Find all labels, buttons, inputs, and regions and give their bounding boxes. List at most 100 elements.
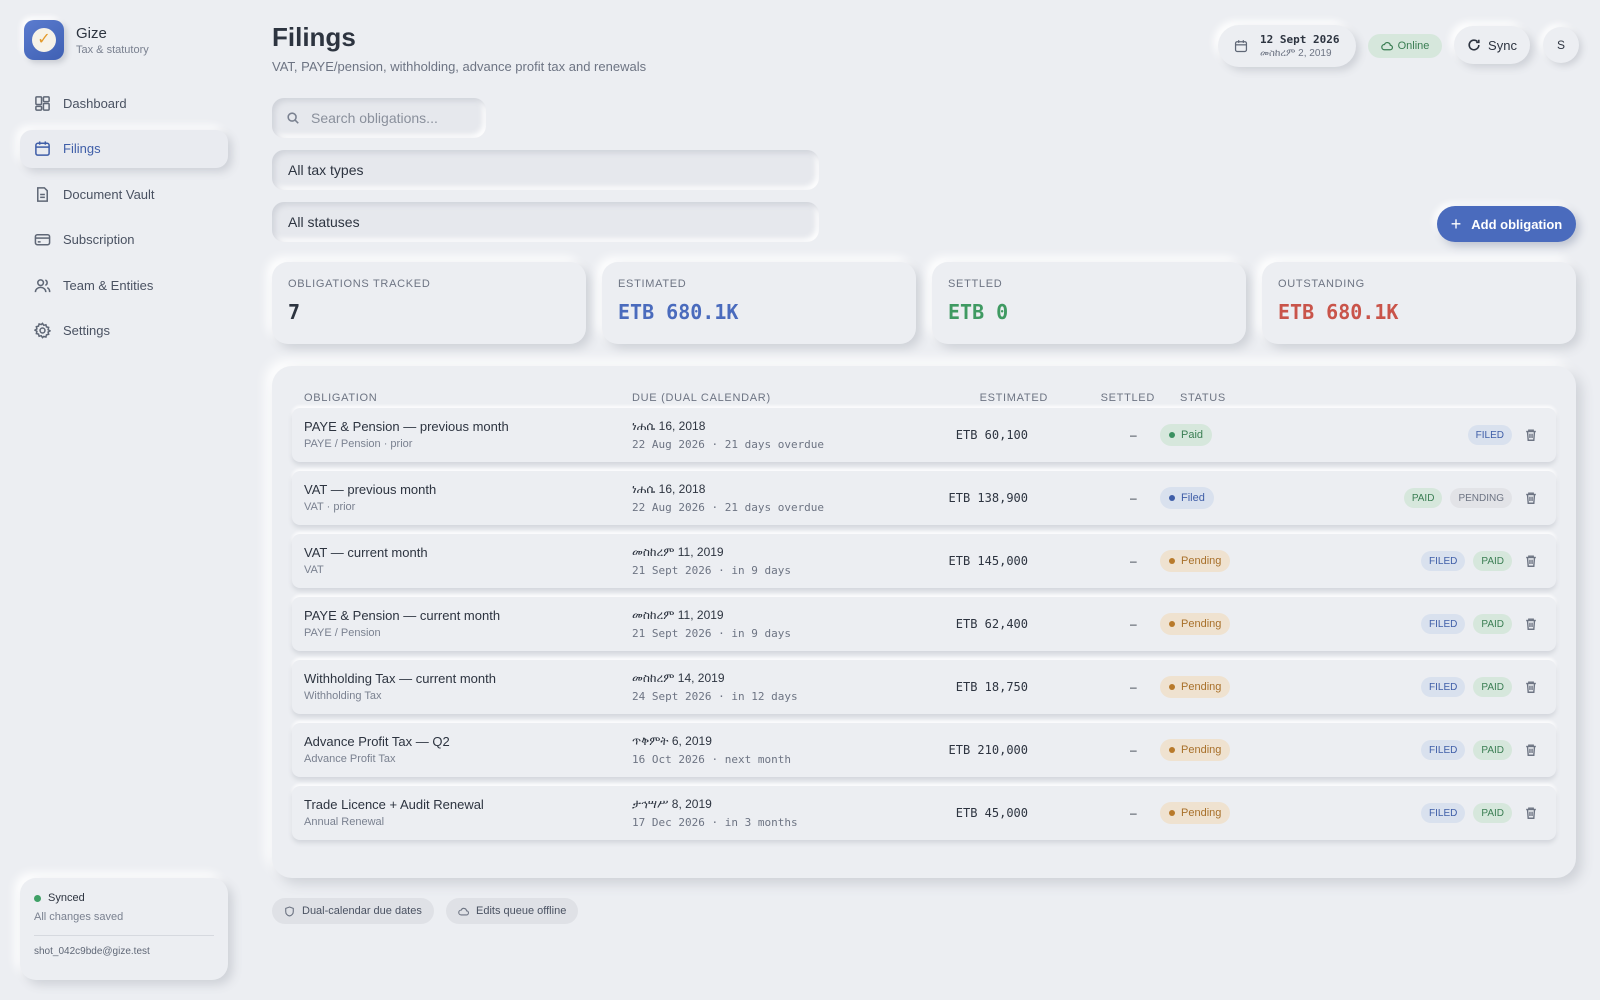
trash-icon[interactable] (1524, 428, 1538, 442)
search-box[interactable] (272, 98, 486, 138)
sync-button[interactable]: Sync (1454, 26, 1530, 64)
mark-filed-button[interactable]: FILED (1421, 803, 1466, 823)
status-select[interactable]: All statuses (272, 202, 819, 242)
stat-value: ETB 680.1K (618, 300, 739, 324)
row-actions: FILED PAID (1413, 677, 1538, 697)
status-label: Pending (1181, 555, 1222, 567)
online-status-badge: Online (1368, 34, 1442, 58)
calendar-icon (35, 141, 50, 156)
due-date-gregorian: 17 Dec 2026 · in 3 months (632, 816, 798, 829)
trash-icon[interactable] (1524, 680, 1538, 694)
mark-filed-button[interactable]: FILED (1421, 551, 1466, 571)
gear-icon (34, 322, 51, 339)
brand[interactable]: ✓ Gize Tax & statutory (24, 20, 149, 60)
obligation-title: Advance Profit Tax — Q2 (304, 734, 450, 749)
sidebar-item-settings[interactable]: Settings (20, 312, 228, 350)
logo: ✓ (24, 20, 64, 60)
status-cell: Pending (1160, 676, 1231, 698)
trash-icon[interactable] (1524, 806, 1538, 820)
mark-filed-button[interactable]: FILED (1421, 740, 1466, 760)
obligations-table: OBLIGATION DUE (DUAL CALENDAR) ESTIMATED… (272, 366, 1576, 878)
tax-type-select[interactable]: All tax types (272, 150, 819, 190)
mark-paid-button[interactable]: PAID (1473, 740, 1512, 760)
table-row[interactable]: VAT — previous month VAT · prior ነሐሴ 16, 2… (292, 471, 1556, 525)
obligation-type: PAYE / Pension · prior (304, 438, 413, 450)
due-date-ethiopian: መስከረም 14, 2019 (632, 671, 725, 685)
stat-value: 7 (288, 300, 301, 324)
trash-icon[interactable] (1524, 743, 1538, 757)
refresh-icon (1468, 39, 1480, 51)
table-row[interactable]: Withholding Tax — current month Withholdi… (292, 660, 1556, 714)
status-label: Pending (1181, 618, 1222, 630)
sync-button-label: Sync (1488, 37, 1517, 53)
status-badge: Filed (1160, 487, 1214, 509)
mark-filed-button[interactable]: FILED (1421, 677, 1466, 697)
table-row[interactable]: PAYE & Pension — previous month PAYE / Pe… (292, 408, 1556, 462)
sidebar-item-filings[interactable]: Filings (20, 129, 228, 168)
obligation-cell: Trade Licence + Audit Renewal Annual Rene… (304, 797, 624, 828)
stat-card-outstanding: OUTSTANDING ETB 680.1K (1262, 262, 1576, 344)
mark-paid-button[interactable]: PAID (1473, 803, 1512, 823)
obligation-cell: VAT — current month VAT (304, 545, 624, 576)
mark-paid-button[interactable]: PAID (1473, 551, 1512, 571)
sidebar-item-team-entities[interactable]: Team & Entities (20, 266, 228, 304)
table-row[interactable]: PAYE & Pension — current month PAYE / Pen… (292, 597, 1556, 651)
sidebar-item-label: Subscription (63, 232, 135, 247)
due-date-ethiopian: ነሐሴ 16, 2018 (632, 482, 706, 496)
stat-value: ETB 0 (948, 300, 1009, 324)
table-row[interactable]: Trade Licence + Audit Renewal Annual Rene… (292, 786, 1556, 840)
due-date-gregorian: 21 Sept 2026 · in 9 days (632, 627, 791, 640)
status-badge: Pending (1160, 550, 1231, 572)
due-date-gregorian: 22 Aug 2026 · 21 days overdue (632, 501, 825, 514)
mark-pending-button[interactable]: PENDING (1450, 488, 1512, 508)
stat-value: ETB 680.1K (1278, 300, 1399, 324)
obligation-title: Trade Licence + Audit Renewal (304, 797, 484, 812)
estimated-amount: ETB 210,000 (948, 743, 1028, 757)
obligation-type: Withholding Tax (304, 690, 382, 702)
table-row[interactable]: VAT — current month VAT መስከረም 11, 2019 21 S… (292, 534, 1556, 588)
sidebar-item-label: Filings (63, 141, 101, 156)
add-obligation-button[interactable]: + Add obligation (1437, 206, 1576, 242)
stat-card-estimated: ESTIMATED ETB 680.1K (602, 262, 916, 344)
trash-icon[interactable] (1524, 554, 1538, 568)
page-subtitle: VAT, PAYE/pension, withholding, advance … (272, 59, 647, 74)
obligation-cell: Withholding Tax — current month Withholdi… (304, 671, 624, 702)
date-display[interactable]: 12 Sept 2026 መስከረም 2, 2019 (1218, 25, 1356, 67)
sidebar-item-dashboard[interactable]: Dashboard (20, 84, 228, 122)
status-label: Pending (1181, 744, 1222, 756)
mark-filed-button[interactable]: FILED (1467, 425, 1512, 445)
search-input[interactable] (311, 110, 471, 126)
due-date-gregorian: 22 Aug 2026 · 21 days overdue (632, 438, 825, 451)
mark-filed-button[interactable]: FILED (1421, 614, 1466, 634)
status-cell: Pending (1160, 613, 1231, 635)
settled-amount: – (1130, 743, 1137, 757)
mark-paid-button[interactable]: PAID (1473, 614, 1512, 634)
mark-paid-button[interactable]: PAID (1403, 488, 1443, 508)
sidebar-item-document-vault[interactable]: Document Vault (20, 175, 228, 213)
status-badge: Pending (1160, 739, 1231, 761)
status-dot (1169, 747, 1175, 753)
calendar-icon (1234, 40, 1248, 53)
due-cell: ታኅሣሥ 8, 2019 17 Dec 2026 · in 3 months (632, 797, 892, 829)
due-date-ethiopian: ነሐሴ 16, 2018 (632, 419, 706, 433)
due-date-ethiopian: መስከረም 11, 2019 (632, 608, 724, 622)
feature-chip-dual-calendar: Dual-calendar due dates (272, 898, 434, 924)
obligation-type: Annual Renewal (304, 816, 385, 828)
sidebar-item-subscription[interactable]: Subscription (20, 221, 228, 259)
status-dot (1169, 621, 1175, 627)
table-row[interactable]: Advance Profit Tax — Q2 Advance Profit Ta… (292, 723, 1556, 777)
trash-icon[interactable] (1524, 491, 1538, 505)
mark-paid-button[interactable]: PAID (1473, 677, 1512, 697)
sync-status-card: Synced All changes saved shot_042c9bde@g… (20, 878, 228, 980)
avatar[interactable]: S (1543, 27, 1579, 63)
due-date-ethiopian: መስከረም 11, 2019 (632, 545, 724, 559)
due-date-gregorian: 24 Sept 2026 · in 12 days (632, 690, 798, 703)
cloud-icon (458, 907, 469, 915)
estimated-amount: ETB 60,100 (955, 428, 1028, 442)
column-header-settled: SETTLED (1100, 392, 1155, 404)
row-actions: FILED PAID (1413, 803, 1538, 823)
row-actions: PAID PENDING (1396, 488, 1538, 508)
trash-icon[interactable] (1524, 617, 1538, 631)
due-cell: መስከረም 11, 2019 21 Sept 2026 · in 9 days (632, 608, 892, 640)
obligation-title: Withholding Tax — current month (304, 671, 496, 686)
